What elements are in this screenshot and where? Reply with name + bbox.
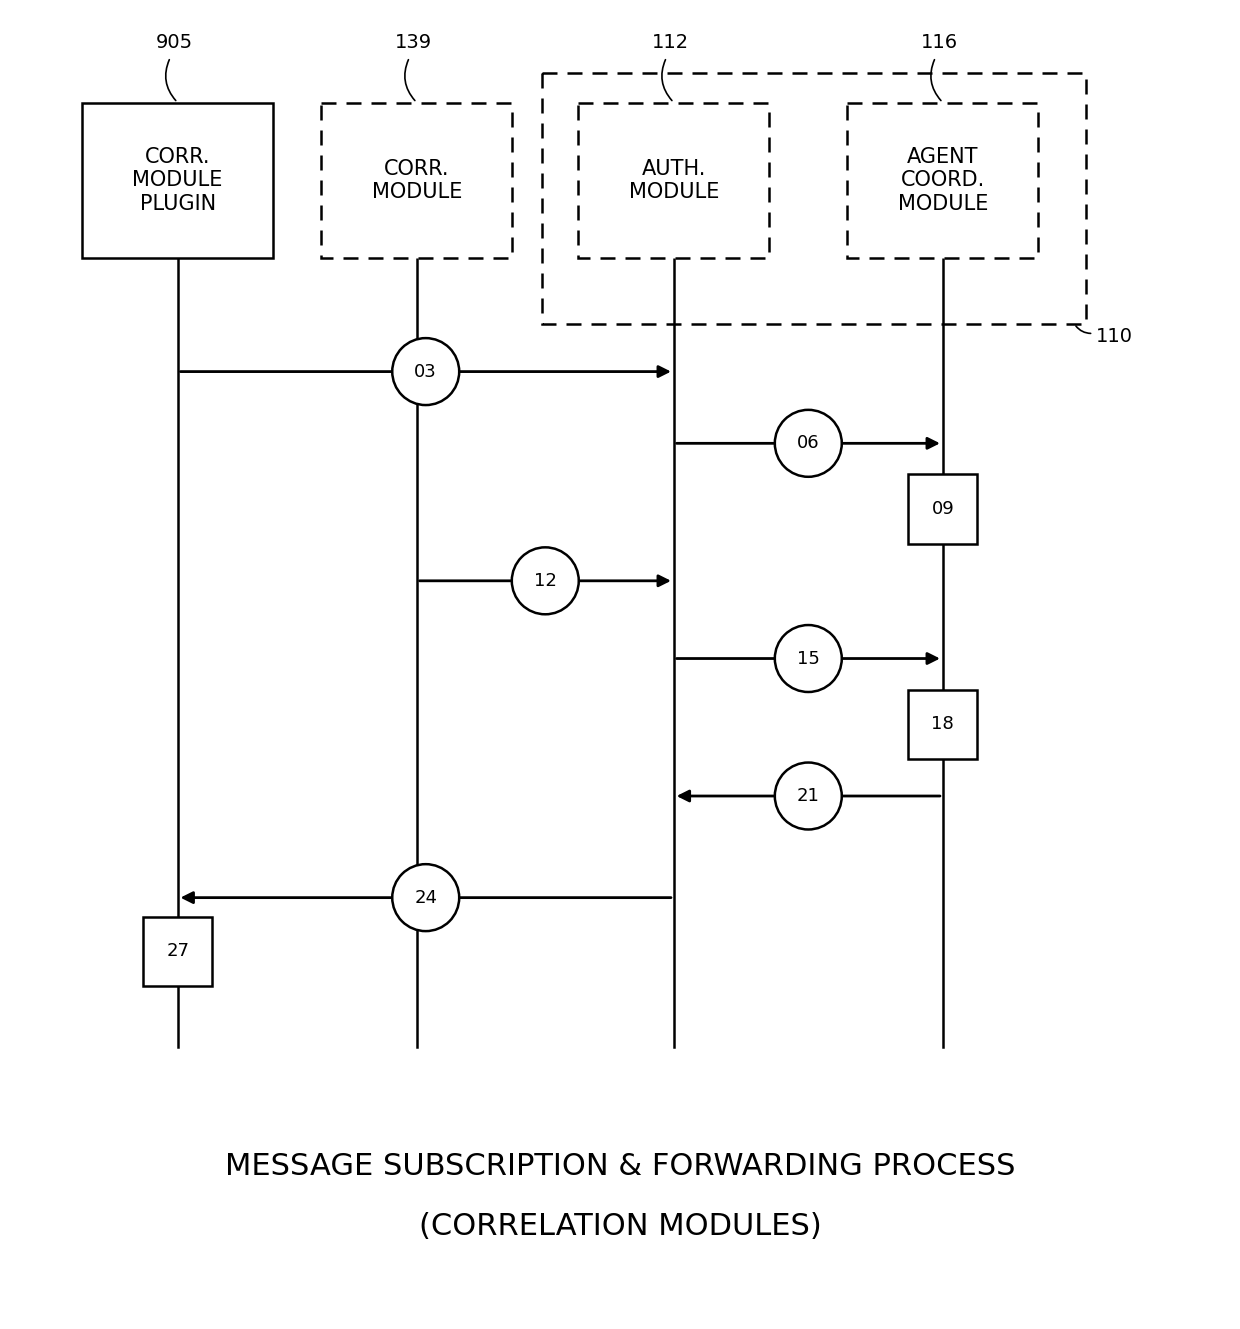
Text: 18: 18 [931, 715, 954, 734]
Circle shape [775, 409, 842, 477]
Bar [847, 102, 1038, 258]
Circle shape [512, 548, 579, 614]
Text: CORR.
MODULE
PLUGIN: CORR. MODULE PLUGIN [133, 148, 223, 214]
Text: 12: 12 [534, 571, 557, 590]
Bar [908, 690, 977, 759]
Text: CORR.
MODULE: CORR. MODULE [372, 158, 463, 202]
Text: 112: 112 [652, 33, 689, 52]
Text: MESSAGE SUBSCRIPTION & FORWARDING PROCESS: MESSAGE SUBSCRIPTION & FORWARDING PROCES… [224, 1152, 1016, 1181]
Circle shape [392, 864, 459, 932]
Text: AGENT
COORD.
MODULE: AGENT COORD. MODULE [898, 148, 988, 214]
Text: AUTH.
MODULE: AUTH. MODULE [629, 158, 719, 202]
Text: 15: 15 [797, 650, 820, 667]
Circle shape [775, 625, 842, 692]
Bar [578, 102, 770, 258]
Bar [143, 917, 212, 986]
Text: 110: 110 [1096, 327, 1133, 347]
Text: 06: 06 [797, 435, 820, 452]
Text: 09: 09 [931, 500, 954, 518]
Bar [82, 102, 273, 258]
Bar [542, 73, 1086, 324]
Text: 21: 21 [797, 787, 820, 805]
Bar [321, 102, 512, 258]
Text: 905: 905 [156, 33, 193, 52]
Circle shape [775, 763, 842, 829]
Text: 139: 139 [396, 33, 433, 52]
Text: 116: 116 [921, 33, 959, 52]
Circle shape [392, 338, 459, 405]
Text: (CORRELATION MODULES): (CORRELATION MODULES) [419, 1212, 821, 1241]
Text: 27: 27 [166, 942, 190, 961]
Bar [908, 474, 977, 544]
Text: 24: 24 [414, 889, 438, 906]
Text: 03: 03 [414, 363, 436, 380]
